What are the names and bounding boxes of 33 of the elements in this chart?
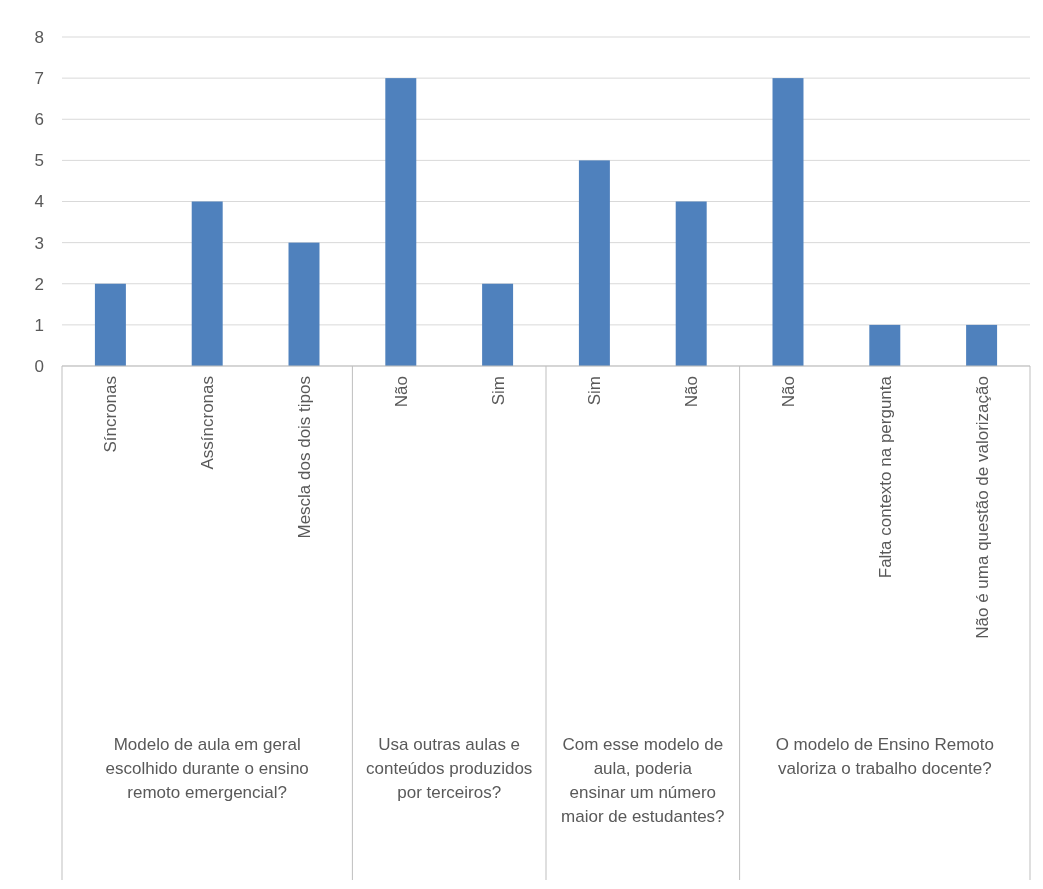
y-tick-label: 4 — [34, 192, 44, 212]
bar — [191, 201, 223, 366]
x-tick-label: Falta contexto na pergunta — [875, 375, 895, 579]
x-tick-label: Não — [682, 376, 702, 408]
x-tick-label: Assíncronas — [198, 376, 218, 470]
x-tick-label: Mescla dos dois tipos — [294, 376, 314, 539]
y-tick-label: 8 — [34, 27, 44, 47]
y-tick-label: 2 — [34, 274, 44, 294]
bar — [94, 283, 126, 366]
x-tick-label: Síncronas — [101, 376, 121, 453]
x-tick-label: Não é uma questão de valorização — [972, 376, 992, 639]
x-tick-label: Não — [391, 376, 411, 408]
text: Modelo de aula em geral escolhido durante o ensino remoto emergencial? — [105, 735, 309, 802]
bar — [675, 201, 707, 366]
bar — [482, 283, 514, 366]
bar — [966, 324, 998, 366]
y-tick-label: 7 — [34, 69, 44, 89]
y-tick-label: 1 — [34, 315, 44, 335]
y-tick-label: 3 — [34, 233, 44, 253]
bar — [772, 78, 804, 366]
y-tick-label: 5 — [34, 151, 44, 171]
bar — [385, 78, 417, 366]
bar — [869, 324, 901, 366]
bar — [578, 160, 610, 366]
text: Com esse modelo de aula, poderia ensinar um número maior de estudantes? — [561, 735, 725, 826]
y-tick-label: 0 — [34, 356, 44, 376]
text: Usa outras aulas e conteúdos produzidos por terceiros? — [366, 735, 533, 802]
x-tick-label: Sim — [488, 376, 508, 406]
y-tick-label: 6 — [34, 110, 44, 130]
bar — [288, 242, 320, 366]
x-tick-label: Não — [778, 376, 798, 408]
x-tick-label: Sim — [585, 376, 605, 406]
text: O modelo de Ensino Remoto valoriza o trabalho docente? — [775, 735, 994, 778]
